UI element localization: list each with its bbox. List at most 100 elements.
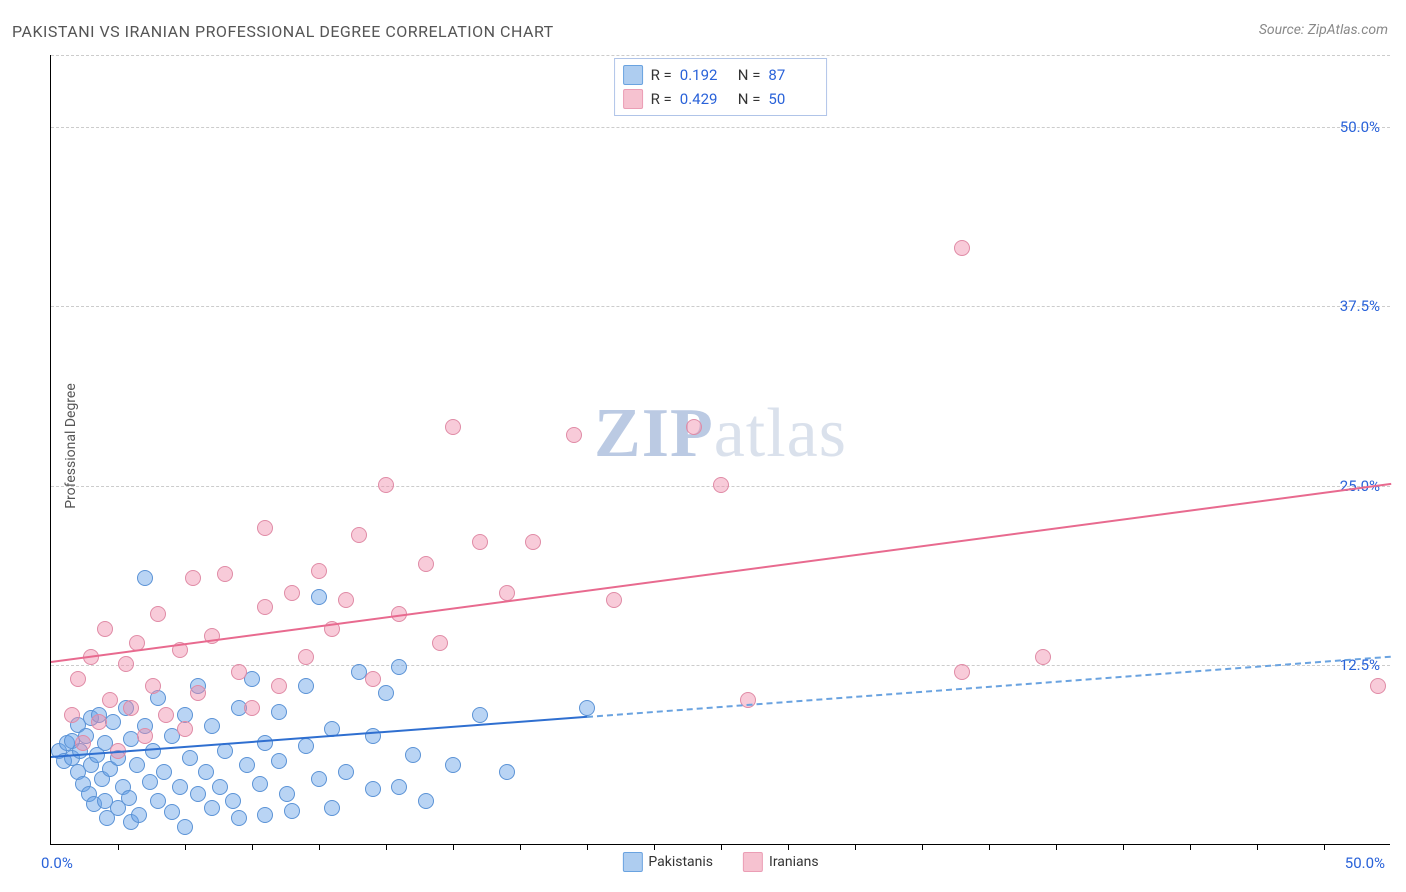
plot-area: ZIPatlas R = 0.192 N = 87 R = 0.429 N = … <box>50 55 1390 845</box>
stat-n-val-0: 87 <box>768 63 818 87</box>
point-pakistanis <box>212 779 228 795</box>
point-pakistanis <box>150 793 166 809</box>
point-pakistanis <box>198 764 214 780</box>
watermark: ZIPatlas <box>594 394 847 474</box>
point-iranians <box>145 678 161 694</box>
x-minor-tick <box>654 844 655 850</box>
point-iranians <box>244 700 260 716</box>
point-iranians <box>338 592 354 608</box>
point-iranians <box>418 556 434 572</box>
point-pakistanis <box>271 753 287 769</box>
point-iranians <box>365 671 381 687</box>
source-label: Source: ZipAtlas.com <box>1259 22 1388 38</box>
x-minor-tick <box>1190 844 1191 850</box>
legend-swatch-pakistanis <box>622 852 642 872</box>
point-pakistanis <box>182 750 198 766</box>
point-iranians <box>231 664 247 680</box>
trend-line <box>51 483 1391 663</box>
point-pakistanis <box>225 793 241 809</box>
point-pakistanis <box>365 781 381 797</box>
point-iranians <box>158 707 174 723</box>
point-pakistanis <box>391 779 407 795</box>
point-iranians <box>713 477 729 493</box>
point-pakistanis <box>378 685 394 701</box>
point-pakistanis <box>324 800 340 816</box>
point-pakistanis <box>131 807 147 823</box>
x-minor-tick <box>788 844 789 850</box>
stat-n-label-0: N = <box>738 63 761 87</box>
point-iranians <box>686 419 702 435</box>
swatch-iranians <box>623 89 643 109</box>
point-iranians <box>1370 678 1386 694</box>
point-iranians <box>185 570 201 586</box>
point-iranians <box>351 527 367 543</box>
gridline <box>51 306 1390 307</box>
x-tick-right: 50.0% <box>1345 854 1385 872</box>
stat-r-val-1: 0.429 <box>680 87 730 111</box>
point-iranians <box>137 728 153 744</box>
point-iranians <box>271 678 287 694</box>
x-minor-tick <box>922 844 923 850</box>
point-pakistanis <box>204 718 220 734</box>
point-iranians <box>298 649 314 665</box>
point-pakistanis <box>311 589 327 605</box>
point-iranians <box>150 606 166 622</box>
point-pakistanis <box>499 764 515 780</box>
series-legend: Pakistanis Iranians <box>622 852 818 872</box>
y-tick-label: 37.5% <box>1340 297 1380 315</box>
gridline <box>51 127 1390 128</box>
x-minor-tick <box>1257 844 1258 850</box>
point-pakistanis <box>156 764 172 780</box>
point-iranians <box>123 700 139 716</box>
chart-container: PAKISTANI VS IRANIAN PROFESSIONAL DEGREE… <box>0 0 1406 892</box>
gridline <box>51 665 1390 666</box>
point-pakistanis <box>177 819 193 835</box>
chart-title: PAKISTANI VS IRANIAN PROFESSIONAL DEGREE… <box>12 22 554 41</box>
point-iranians <box>954 664 970 680</box>
point-iranians <box>97 621 113 637</box>
x-minor-tick <box>386 844 387 850</box>
x-minor-tick <box>1056 844 1057 850</box>
x-minor-tick <box>587 844 588 850</box>
point-pakistanis <box>405 747 421 763</box>
point-pakistanis <box>204 800 220 816</box>
point-iranians <box>606 592 622 608</box>
point-pakistanis <box>257 735 273 751</box>
point-iranians <box>91 714 107 730</box>
stats-row-1: R = 0.429 N = 50 <box>623 87 819 111</box>
point-iranians <box>217 566 233 582</box>
point-pakistanis <box>190 786 206 802</box>
point-pakistanis <box>142 774 158 790</box>
point-iranians <box>525 534 541 550</box>
point-pakistanis <box>311 771 327 787</box>
point-iranians <box>954 240 970 256</box>
x-minor-tick <box>252 844 253 850</box>
legend-item-iranians: Iranians <box>743 852 819 872</box>
stats-row-0: R = 0.192 N = 87 <box>623 63 819 87</box>
point-pakistanis <box>472 707 488 723</box>
point-pakistanis <box>338 764 354 780</box>
watermark-rest: atlas <box>714 395 847 472</box>
point-iranians <box>472 534 488 550</box>
point-iranians <box>257 599 273 615</box>
y-tick-label: 50.0% <box>1340 118 1380 136</box>
point-iranians <box>257 520 273 536</box>
point-iranians <box>177 721 193 737</box>
point-pakistanis <box>257 807 273 823</box>
point-iranians <box>118 656 134 672</box>
x-minor-tick <box>1324 844 1325 850</box>
point-pakistanis <box>121 790 137 806</box>
x-minor-tick <box>1123 844 1124 850</box>
point-pakistanis <box>579 700 595 716</box>
point-iranians <box>70 671 86 687</box>
point-pakistanis <box>129 757 145 773</box>
point-iranians <box>284 585 300 601</box>
gridline <box>51 55 1390 56</box>
point-pakistanis <box>252 776 268 792</box>
x-minor-tick <box>855 844 856 850</box>
point-pakistanis <box>391 659 407 675</box>
x-tick-left: 0.0% <box>41 854 73 872</box>
point-iranians <box>190 685 206 701</box>
point-iranians <box>378 477 394 493</box>
x-minor-tick <box>520 844 521 850</box>
